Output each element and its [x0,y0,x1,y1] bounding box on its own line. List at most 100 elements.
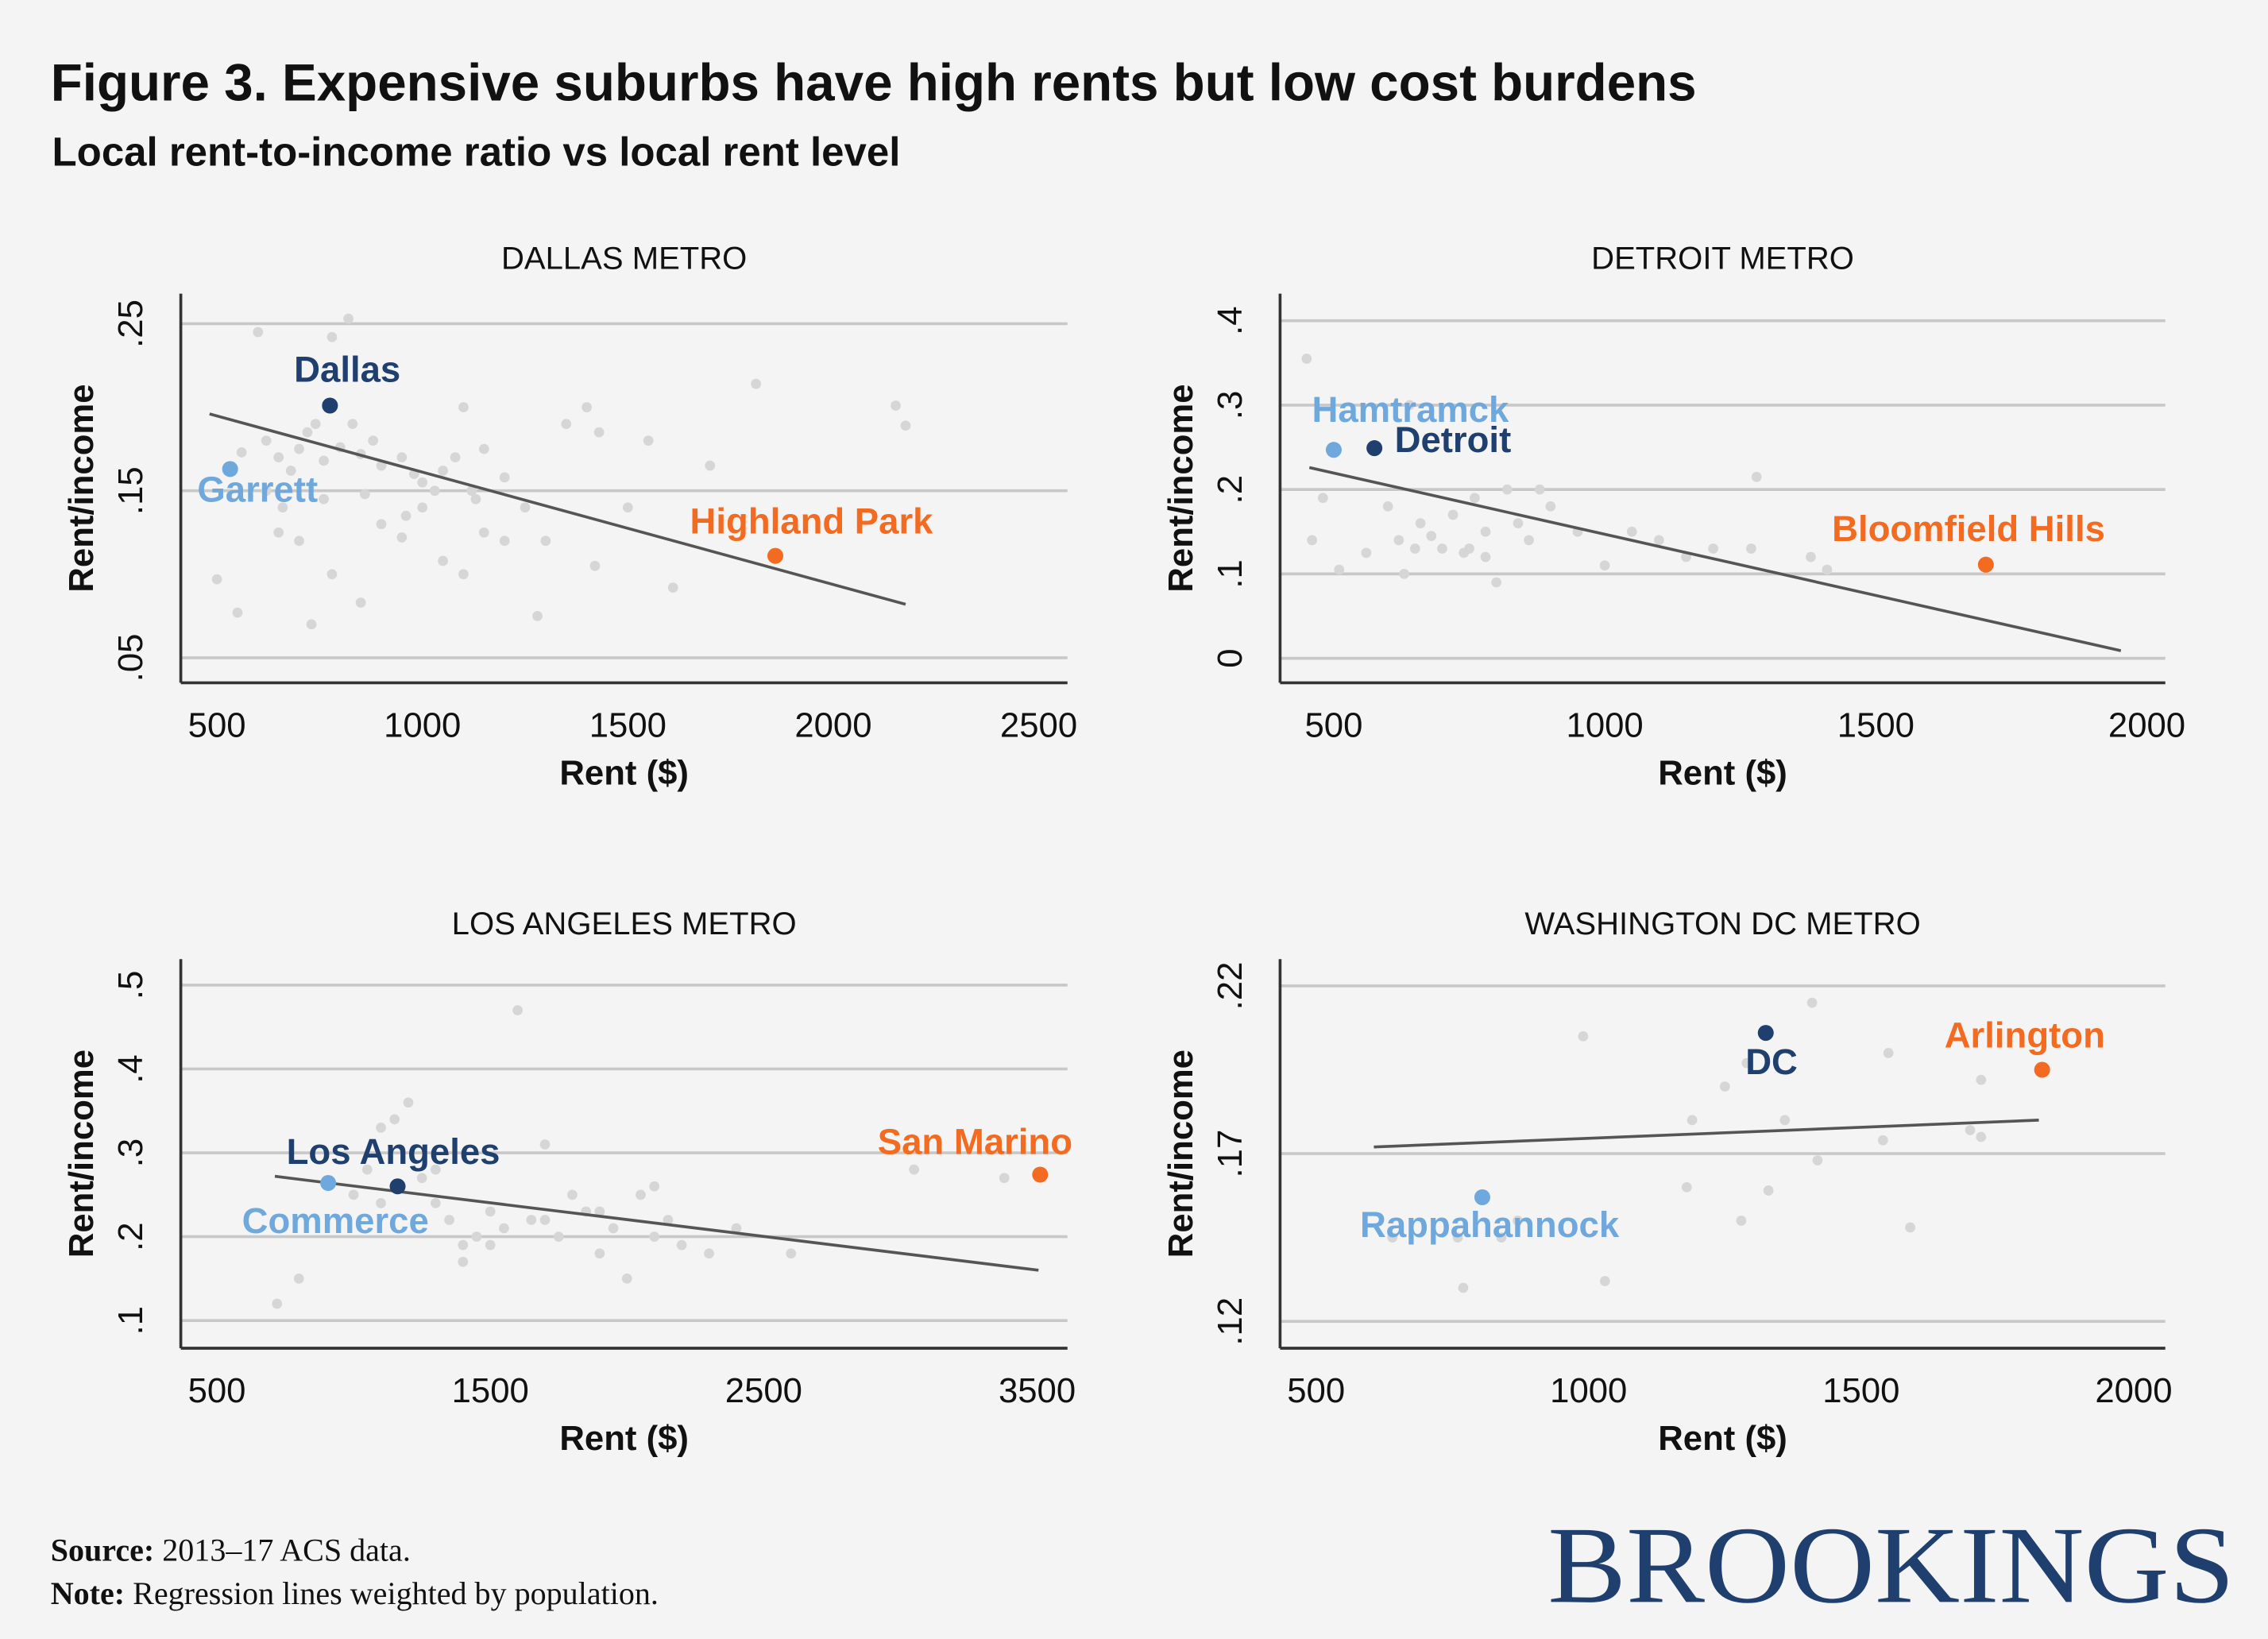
data-point [593,427,605,438]
x-axis-label: Rent ($) [559,1419,689,1458]
data-point [416,1173,427,1184]
data-point [786,1248,797,1259]
data-point [751,378,762,389]
data-point [649,1181,660,1192]
y-tick-label: .3 [111,1138,150,1167]
highlight-point [1032,1166,1049,1183]
data-point [458,402,469,412]
x-tick-label: 2000 [2108,705,2185,744]
note-text: Regression lines weighted by population. [133,1575,659,1611]
regression-line [209,412,906,606]
data-point [458,569,469,580]
x-tick-label: 1000 [1567,705,1644,744]
y-tick-label: 0 [1211,648,1250,667]
data-point [1513,518,1524,529]
data-point [1470,493,1480,504]
data-point [553,1231,564,1242]
data-point [594,1248,605,1259]
x-tick-label: 2000 [2095,1371,2172,1410]
x-axis-label: Rent ($) [559,754,689,793]
data-point [1334,564,1345,575]
highlight-point [320,1175,337,1192]
data-point [1480,526,1491,537]
data-point [900,420,911,431]
data-point [499,1223,509,1234]
data-point [663,1215,674,1225]
data-point [1687,1115,1698,1126]
data-point [319,455,329,466]
y-tick-label: .17 [1211,1130,1250,1178]
data-point [1426,531,1437,541]
data-point [1409,543,1420,554]
source-text: 2013–17 ACS data. [162,1533,411,1568]
x-tick-label: 1500 [452,1371,529,1410]
data-point [539,1139,551,1150]
panel-title: LOS ANGELES METRO [452,906,797,941]
data-point [520,502,531,513]
data-point [1822,564,1833,575]
data-point [1812,1155,1823,1165]
data-point [1480,551,1491,562]
data-point [400,510,411,521]
data-point [438,466,448,476]
data-point [1491,577,1502,588]
data-point [211,574,222,585]
data-point [1719,1081,1730,1092]
data-point [1393,535,1404,546]
data-point [236,446,247,458]
panel-title: WASHINGTON DC METRO [1524,906,1920,941]
x-tick-label: 500 [188,1371,246,1410]
data-point [676,1239,687,1251]
data-point [643,435,654,446]
highlight-label: Dallas [294,350,400,390]
data-point [1806,997,1818,1008]
data-point [499,472,510,483]
data-point [310,419,321,429]
data-point [1976,1131,1987,1142]
data-point [376,519,387,530]
data-point [539,1215,551,1225]
data-point [1779,1115,1791,1126]
data-point [1976,1074,1987,1085]
x-tick-label: 500 [188,705,246,744]
data-point [1496,1232,1507,1243]
source-label: Source: [51,1533,155,1568]
data-point [621,1274,632,1284]
data-point [273,527,284,538]
data-point [581,402,592,412]
data-point [891,400,901,411]
data-point [731,1223,742,1234]
data-point [1708,543,1718,554]
y-tick-label: .15 [111,466,150,515]
highlight-point [222,461,238,477]
y-axis-label: Rent/income [62,1050,101,1258]
data-point [1534,484,1545,495]
data-point [1301,354,1312,364]
data-point [909,1164,920,1175]
data-point [622,502,633,513]
highlight-point [767,547,784,564]
data-point [526,1215,537,1225]
brand-logo: BROOKINGS [1547,1504,2235,1625]
data-point [253,327,264,338]
data-point [458,1239,469,1251]
data-point [261,485,272,497]
x-tick-label: 1500 [1822,1371,1899,1410]
data-point [396,532,408,543]
data-point [1741,1057,1752,1069]
figure-subtitle: Local rent-to-income ratio vs local rent… [52,129,901,174]
data-point [636,1189,646,1200]
data-point [355,597,366,608]
highlight-label: Rappahannock [1360,1204,1620,1245]
highlight-label: DC [1745,1042,1798,1082]
data-point [430,1198,441,1208]
data-point [376,1198,386,1208]
data-point [261,435,272,446]
data-point [294,535,304,547]
data-point [540,535,551,547]
data-point [1382,501,1393,512]
data-point [417,477,428,488]
data-point [458,1256,469,1267]
x-tick-label: 1000 [384,705,461,744]
data-point [478,443,489,454]
